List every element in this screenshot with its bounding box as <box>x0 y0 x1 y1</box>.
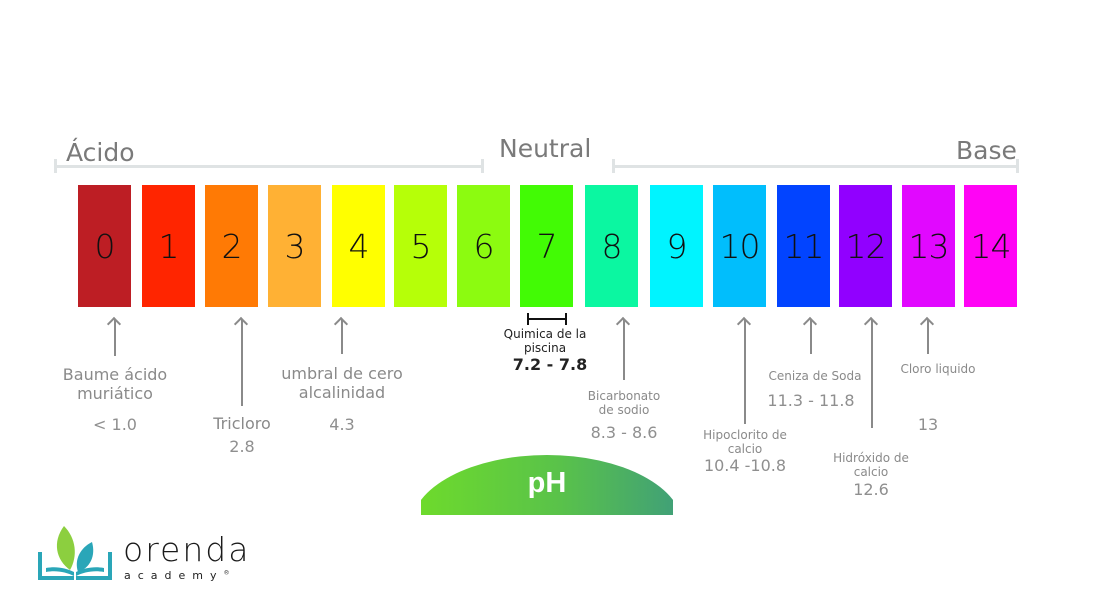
ph-swatch-value: 14 <box>970 226 1012 266</box>
bicarbonate-label: Bicarbonato de sodio <box>574 389 674 418</box>
ph-badge-text: pH <box>527 467 567 499</box>
pool-range-bracket-right <box>565 313 567 325</box>
base-range-line <box>613 165 1019 168</box>
ph-swatch-value: 3 <box>284 226 306 266</box>
logo-subtitle: academy® <box>124 569 230 582</box>
base-range-tick-right <box>1016 159 1019 173</box>
label-line: Hidróxido de <box>833 451 909 465</box>
logo-wordmark: orenda <box>123 530 251 569</box>
calcium-hydroxide-label: Hidróxido de calcio <box>821 451 921 480</box>
arrow-up-icon <box>744 320 746 424</box>
calcium-hypochlorite-value: 10.4 -10.8 <box>703 456 787 475</box>
ph-swatch-value: 5 <box>410 226 432 266</box>
pool-range-bracket-left <box>527 313 529 325</box>
logo-subtitle-text: academy <box>124 569 224 582</box>
ph-swatch-14: 14 <box>964 185 1017 307</box>
registered-mark: ® <box>223 569 230 577</box>
arrow-up-icon <box>871 320 873 428</box>
calcium-hypochlorite-label: Hipoclorito de calcio <box>695 428 795 457</box>
acid-range-tick-right <box>481 159 484 173</box>
arrow-up-icon <box>810 320 812 354</box>
base-label: Base <box>956 136 1017 165</box>
ph-swatch-13: 13 <box>902 185 955 307</box>
arrow-up-icon <box>623 320 625 380</box>
soda-ash-label: Ceniza de Soda <box>768 369 862 383</box>
pool-chemistry-value: 7.2 - 7.8 <box>512 355 588 374</box>
label-line: calcio <box>853 465 889 480</box>
ph-swatch-value: 1 <box>158 226 180 266</box>
orenda-logo-icon <box>34 522 116 586</box>
calcium-hydroxide-value: 12.6 <box>853 480 889 499</box>
liquid-chlorine-label: Cloro liquido <box>900 362 976 376</box>
label-line: alcalinidad <box>298 383 386 403</box>
ph-swatch-12: 12 <box>839 185 892 307</box>
ph-swatch-value: 4 <box>348 226 370 266</box>
ph-swatch-value: 13 <box>908 226 950 266</box>
pool-chemistry-label: Quimica de la piscina <box>490 327 600 356</box>
trichlor-value: 2.8 <box>229 437 255 456</box>
trichlor-label: Tricloro <box>213 414 271 433</box>
zero-alkalinity-label: umbral de cero alcalinidad <box>262 364 422 402</box>
label-line: Quimica de la <box>503 327 587 341</box>
ph-swatch-value: 12 <box>845 226 887 266</box>
label-line: calcio <box>727 442 763 457</box>
ph-swatch-value: 0 <box>94 226 116 266</box>
arrow-up-icon <box>341 320 343 354</box>
label-line: Baume ácido <box>62 365 168 384</box>
arrow-up-icon <box>927 320 929 354</box>
label-line: muriático <box>77 384 153 404</box>
ph-swatch-value: 9 <box>666 226 688 266</box>
ph-swatch-2: 2 <box>205 185 258 307</box>
label-line: de sodio <box>598 403 650 418</box>
label-line: Bicarbonato <box>587 389 661 403</box>
ph-badge: pH <box>421 455 673 515</box>
label-line: Hipoclorito de <box>703 428 787 442</box>
liquid-chlorine-value: 13 <box>917 415 939 434</box>
muriatic-acid-label: Baume ácido muriático <box>40 365 190 403</box>
zero-alkalinity-value: 4.3 <box>329 415 355 434</box>
ph-swatch-value: 6 <box>473 226 495 266</box>
ph-swatch-value: 10 <box>719 226 761 266</box>
arrow-up-icon <box>114 320 116 356</box>
ph-swatch-3: 3 <box>268 185 321 307</box>
ph-swatch-1: 1 <box>142 185 195 307</box>
ph-swatch-9: 9 <box>650 185 703 307</box>
ph-swatch-value: 7 <box>536 226 558 266</box>
label-line: piscina <box>523 340 567 355</box>
ph-swatch-value: 11 <box>783 226 825 266</box>
arrow-up-icon <box>241 320 243 406</box>
muriatic-acid-value: < 1.0 <box>93 415 137 434</box>
pool-range-bracket <box>527 318 567 320</box>
acid-range-line <box>55 165 483 168</box>
ph-swatch-4: 4 <box>332 185 385 307</box>
acid-range-tick-left <box>54 159 57 173</box>
ph-swatch-10: 10 <box>713 185 766 307</box>
ph-swatch-value: 8 <box>601 226 623 266</box>
ph-swatch-5: 5 <box>394 185 447 307</box>
ph-swatch-0: 0 <box>78 185 131 307</box>
label-line: umbral de cero <box>281 364 403 383</box>
ph-swatch-11: 11 <box>777 185 830 307</box>
bicarbonate-value: 8.3 - 8.6 <box>590 423 658 442</box>
base-range-tick-left <box>612 159 615 173</box>
soda-ash-value: 11.3 - 11.8 <box>767 391 855 410</box>
ph-swatch-8: 8 <box>585 185 638 307</box>
neutral-label: Neutral <box>499 134 592 163</box>
ph-swatch-7: 7 <box>520 185 573 307</box>
acid-label: Ácido <box>66 138 135 167</box>
ph-swatch-6: 6 <box>457 185 510 307</box>
ph-swatch-value: 2 <box>221 226 243 266</box>
